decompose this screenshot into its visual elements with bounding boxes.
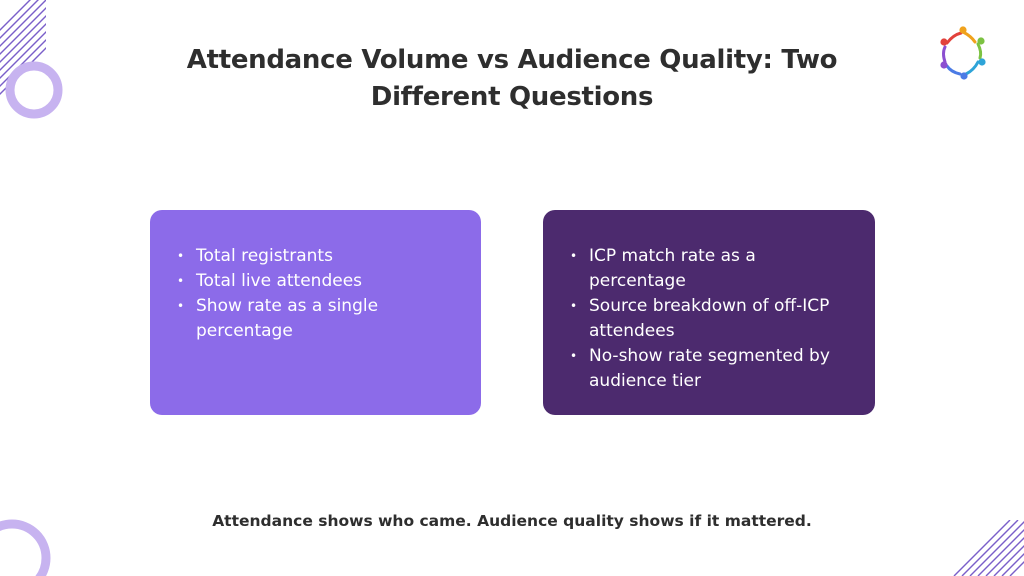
decorative-stripes-bottom-right <box>953 520 1024 576</box>
decorative-ring-bottom-left <box>0 519 51 576</box>
volume-card: Total registrants Total live attendees S… <box>150 210 481 415</box>
decorative-stripes-ring-top-left <box>0 0 63 119</box>
list-item: No-show rate segmented by audience tier <box>567 344 851 394</box>
slide-title: Attendance Volume vs Audience Quality: T… <box>186 45 838 112</box>
list-item: Show rate as a single percentage <box>174 294 457 344</box>
volume-list: Total registrants Total live attendees S… <box>174 244 457 344</box>
people-circle-logo-icon <box>940 26 986 80</box>
quality-card: ICP match rate as a percentage Source br… <box>543 210 875 415</box>
list-item: ICP match rate as a percentage <box>567 244 851 294</box>
quality-list: ICP match rate as a percentage Source br… <box>567 244 851 394</box>
list-item: Total live attendees <box>174 269 457 294</box>
list-item: Source breakdown of off-ICP attendees <box>567 294 851 344</box>
footer-caption: Attendance shows who came. Audience qual… <box>212 512 812 530</box>
list-item: Total registrants <box>174 244 457 269</box>
